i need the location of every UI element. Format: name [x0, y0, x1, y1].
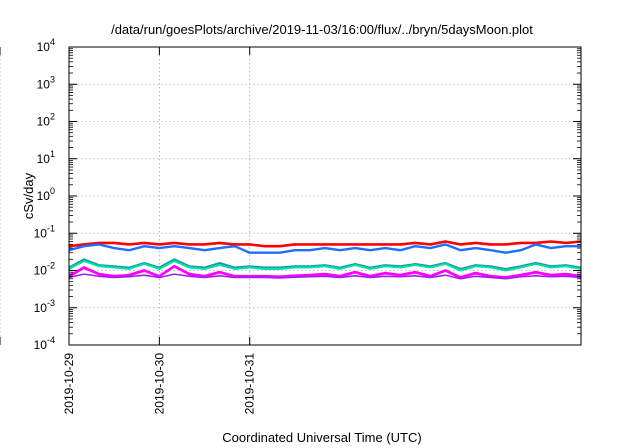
y-tick-exponent: 2 — [50, 112, 55, 122]
y-tick-label: 10-1 — [34, 223, 55, 240]
y-tick-label: 103 — [37, 74, 55, 91]
chart-title: /data/run/goesPlots/archive/2019-11-03/1… — [111, 22, 533, 37]
y-tick-exponent: -1 — [47, 223, 55, 233]
y-tick-label: 10-3 — [34, 298, 55, 315]
series-line-5 — [68, 264, 582, 279]
x-tick-label: 2019-10-30 — [152, 353, 166, 415]
x-tick-label: 2019-10-29 — [62, 353, 76, 415]
series-line-2 — [68, 243, 581, 254]
y-tick-exponent: 0 — [50, 186, 55, 196]
y-tick-label: 102 — [37, 112, 55, 129]
y-tick-exponent: 4 — [50, 37, 55, 47]
y-tick-exponent: -2 — [47, 261, 55, 271]
series-line-6 — [68, 273, 582, 280]
y-tick-label: 101 — [37, 149, 55, 166]
x-axis: 2019-10-292019-10-302019-10-312019-11-12… — [0, 0, 257, 414]
y-tick-label: 104 — [37, 37, 55, 54]
series-line-3 — [68, 258, 582, 270]
y-tick-label: 10-2 — [34, 261, 55, 278]
y-axis-label: cSv/day — [21, 172, 36, 219]
series-line-4 — [68, 259, 582, 272]
y-tick-label: 10-4 — [34, 335, 55, 352]
y-tick-label: 100 — [37, 186, 55, 203]
y-tick-exponent: -3 — [47, 298, 55, 308]
series-layer — [68, 240, 582, 280]
grid — [0, 47, 581, 345]
series-line-1 — [68, 240, 582, 248]
y-tick-exponent: 1 — [50, 149, 55, 159]
x-axis-label: Coordinated Universal Time (UTC) — [222, 430, 421, 445]
y-tick-exponent: -4 — [47, 335, 55, 345]
y-tick-exponent: 3 — [50, 74, 55, 84]
x-tick-label: 2019-10-31 — [243, 353, 257, 415]
